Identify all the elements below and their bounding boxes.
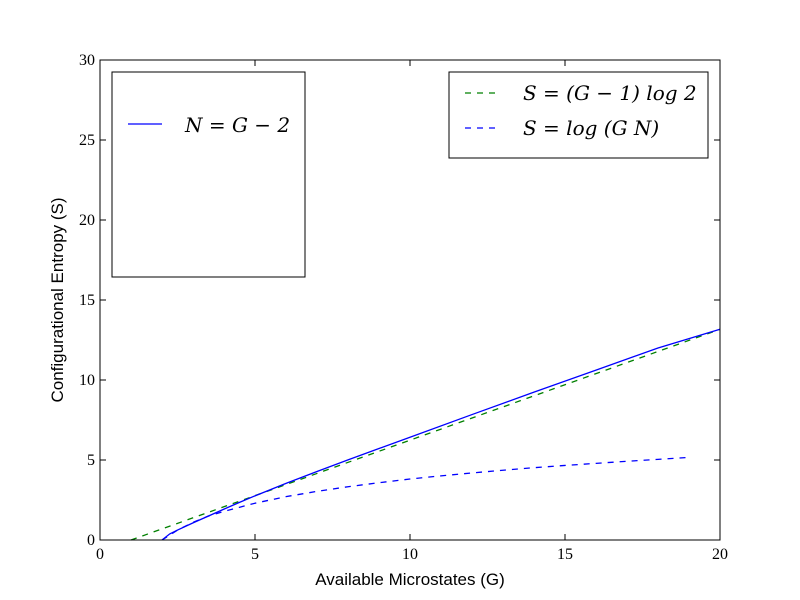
y-tick-label: 25 [79, 132, 95, 149]
legend-box [111, 71, 306, 278]
y-tick-label: 5 [87, 452, 95, 469]
y-tick-label: 0 [87, 532, 95, 549]
legend-upper-right: S = (G − 1) log 2 S = log (G N) [448, 71, 709, 159]
y-tick-label: 20 [79, 212, 95, 229]
y-tick-label: 15 [79, 292, 95, 309]
y-tick-label: 30 [79, 52, 95, 69]
y-tick-label: 10 [79, 372, 95, 389]
series-line-0 [130, 328, 721, 541]
series-layer [130, 328, 721, 541]
x-tick-label: 20 [712, 546, 728, 563]
series-line-1 [161, 328, 721, 541]
x-tick-label: 0 [96, 546, 104, 563]
x-tick-label: 15 [557, 546, 573, 563]
legend-box [448, 71, 709, 159]
legend-label-s-log-binomial: S = log (G N) [523, 116, 659, 140]
x-tick-label: 10 [402, 546, 418, 563]
tick-layer: 0 5 10 15 20 0 5 10 15 20 25 30 [79, 52, 728, 563]
legend-upper-left: N = G − 2 [111, 71, 306, 278]
y-axis-label: Configurational Entropy (S) [48, 197, 67, 402]
x-tick-label: 5 [251, 546, 259, 563]
legend-label-s-g-minus-1-log-2: S = (G − 1) log 2 [523, 81, 697, 105]
x-axis-label: Available Microstates (G) [315, 570, 505, 589]
series-line-2 [161, 456, 690, 541]
legend-label-n-equals-g-minus-2: N = G − 2 [184, 113, 290, 137]
